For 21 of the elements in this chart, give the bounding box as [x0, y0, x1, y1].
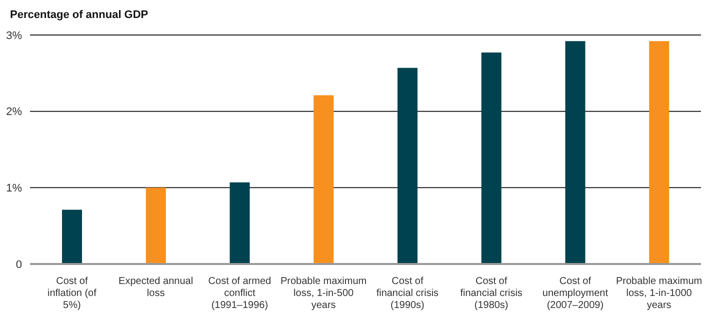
x-tick-label: Cost of financial crisis (1990s)	[376, 276, 439, 311]
bar	[565, 41, 586, 264]
y-tick-label: 0	[16, 258, 22, 271]
y-tick-label: 2%	[6, 106, 22, 118]
x-tick-label: Probable maximum loss, 1-in-1000 years	[616, 276, 702, 311]
x-tick-label: Cost of unemployment (2007–2009)	[542, 276, 608, 311]
bar	[398, 68, 418, 264]
x-tick-label: Expected annual loss	[118, 276, 194, 299]
x-tick-label: Cost of inflation (of 5%)	[47, 276, 97, 311]
bar	[62, 210, 82, 264]
x-tick-label: Cost of financial crisis (1980s)	[460, 276, 522, 311]
y-tick-label: 1%	[6, 182, 22, 195]
y-tick-label: 3%	[6, 30, 22, 42]
bar	[146, 188, 166, 264]
y-axis-title: Percentage of annual GDP	[10, 9, 148, 21]
x-tick-label: Probable maximum loss, 1-in-500 years	[280, 276, 367, 311]
bar	[314, 95, 334, 264]
x-tick-label: Cost of armed conflict (1991–1996)	[208, 276, 272, 311]
bar	[481, 52, 502, 264]
bar	[230, 182, 250, 264]
bar	[649, 41, 670, 264]
